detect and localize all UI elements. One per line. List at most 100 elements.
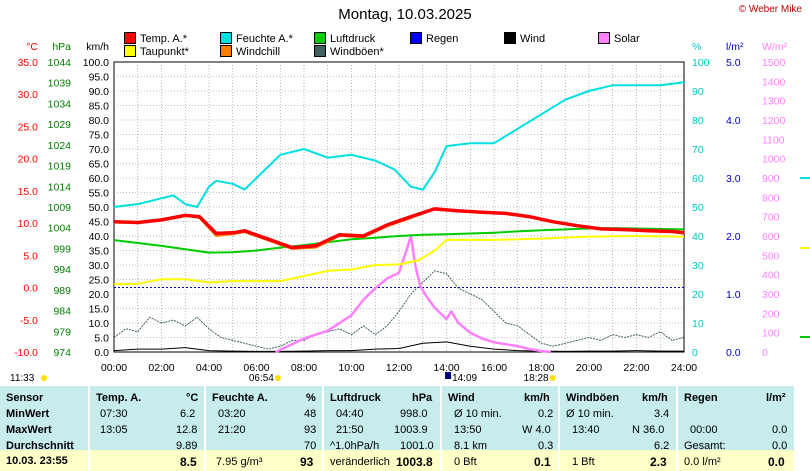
humidity-tick-label: 90 (692, 86, 704, 98)
temp-now-value: 8.5 (180, 455, 197, 469)
rain-tick-label: 4.0 (726, 115, 741, 127)
now-label: 14:09 (452, 373, 477, 384)
legend-swatch-rain (410, 32, 422, 44)
wind-tick-label: 95.0 (89, 72, 110, 84)
wind-tick-label: 35.0 (89, 246, 110, 258)
now-bg-rain (678, 450, 794, 471)
humidity-tick-label: 80 (692, 115, 704, 127)
humidity-avg-value: 70 (304, 440, 317, 452)
wind-max-value: W 4.0 (522, 424, 551, 436)
pressure-min-time: 04:40 (336, 408, 364, 420)
temp-unit: °C (186, 392, 199, 404)
pressure-now-value: 1003.8 (396, 455, 433, 469)
humidity-max-value: 93 (304, 424, 317, 436)
humidity-now-value: 93 (300, 455, 314, 469)
wind-tick-label: 20.0 (89, 289, 110, 301)
humidity-min-time: 03:20 (218, 408, 246, 420)
temp-max-time: 13:05 (100, 424, 128, 436)
now-bg-wind (442, 450, 558, 471)
legend-windchill: Windchill (220, 45, 280, 58)
pressure-tick-label: 1024 (48, 140, 72, 152)
solar-tick-label: 100 (762, 328, 780, 340)
rain-value: 0.0 (772, 424, 788, 436)
series-temp-a (113, 207, 685, 250)
legend-label-pressure: Luftdruck (330, 33, 376, 45)
legend-swatch-windchill (220, 45, 232, 57)
pressure-tick-label: 1029 (48, 119, 72, 131)
temp-tick-label-unit: °C (26, 41, 38, 53)
series-taupunkt (113, 235, 685, 286)
sunrise-icon (274, 375, 281, 381)
gust-avg10-value: 3.4 (654, 408, 670, 420)
legend-label-wind: Wind (520, 33, 546, 45)
legend-wind: Wind (504, 32, 545, 45)
pressure-tick-label: 999 (53, 243, 71, 255)
rain-tick-label-unit: l/m² (726, 41, 744, 53)
temp-tick-label: -10.0 (14, 347, 38, 359)
solar-tick-label-unit: W/m² (762, 41, 788, 53)
solar-tick-label: 500 (762, 250, 780, 262)
legend-label-solar: Solar (614, 33, 640, 45)
temp-tick-label: 25.0 (18, 121, 39, 133)
solar-tick-label: 1400 (762, 76, 786, 88)
pressure-tick-label: 979 (53, 326, 71, 338)
pressure-tick-label: 1004 (48, 223, 72, 235)
wind-tick-label: 100.0 (83, 57, 109, 69)
now-bg-sensor (0, 450, 88, 471)
solar-tick-label: 700 (762, 212, 780, 224)
x-tick-label: 04:00 (196, 362, 222, 374)
wind-tick-label: 10.0 (89, 318, 110, 330)
wind-tick-label: 15.0 (89, 304, 110, 316)
humidity-tick-label: 70 (692, 144, 704, 156)
x-tick-label: 10:00 (338, 362, 364, 374)
rain-unit: l/m² (766, 392, 786, 404)
solar-tick-label: 1000 (762, 154, 786, 166)
solar-tick-label: 300 (762, 289, 780, 301)
pressure-trend-word: veränderlich (330, 456, 390, 468)
wind-tick-label: 30.0 (89, 260, 110, 272)
solar-tick-label: 600 (762, 231, 780, 243)
wind-beaufort: 0 Bft (454, 456, 477, 468)
solar-tick-label: 1200 (762, 115, 786, 127)
stats-table: Sensor MinWert MaxWert Durchschnitt 10.0… (0, 386, 810, 471)
solar-tick-label: 0 (762, 347, 768, 359)
copyright-label: © Weber Mike (738, 4, 802, 15)
chart-title: Montag, 10.03.2025 (338, 6, 472, 23)
gust-beaufort: 1 Bft (572, 456, 595, 468)
gust-header: Windböen (566, 392, 620, 404)
legend-label-windchill: Windchill (236, 46, 281, 58)
pressure-tick-label: 984 (53, 306, 71, 318)
now-icon (445, 372, 452, 379)
row-label-max: MaxWert (6, 424, 52, 436)
wind-max-time: 13:50 (454, 424, 482, 436)
temp-tick-label: 15.0 (18, 186, 39, 198)
stats-now-row (0, 450, 810, 471)
wind-tick-label: 85.0 (89, 101, 110, 113)
solar-tick-label: 1500 (762, 57, 786, 69)
legend-label-gust: Windböen* (330, 46, 384, 58)
solar-tick-label: 200 (762, 308, 780, 320)
series-wind (113, 341, 684, 352)
humidity-tick-label: 50 (692, 202, 704, 214)
pressure-tick-label: 1019 (48, 161, 72, 173)
rain-tick-label: 1.0 (726, 289, 741, 301)
humidity-unit: % (306, 392, 316, 404)
temp-min-time: 07:30 (100, 408, 128, 420)
humidity-absolute: 7.95 g/m³ (216, 456, 263, 468)
temp-tick-label: 20.0 (18, 154, 39, 166)
rain-tick-label: 2.0 (726, 231, 741, 243)
x-tick-label: 24:00 (671, 362, 697, 374)
temp-tick-label: 10.0 (18, 218, 39, 230)
wind-distance: 8.1 km (454, 440, 488, 452)
gust-avg-value: 6.2 (654, 440, 670, 452)
pressure-max-value: 1003.9 (394, 424, 428, 436)
legend-label-temp: Temp. A.* (140, 33, 188, 45)
pressure-trend-rate: ^1.0hPa/h (330, 440, 380, 452)
wind-tick-label: 55.0 (89, 188, 110, 200)
wind-tick-label: 70.0 (89, 144, 110, 156)
temp-min-value: 6.2 (180, 408, 196, 420)
now-bg-pressure (324, 450, 440, 471)
legend-swatch-temp (124, 32, 136, 44)
wind-avg10-value: 0.2 (538, 408, 554, 420)
moonrise-icon (41, 375, 47, 381)
